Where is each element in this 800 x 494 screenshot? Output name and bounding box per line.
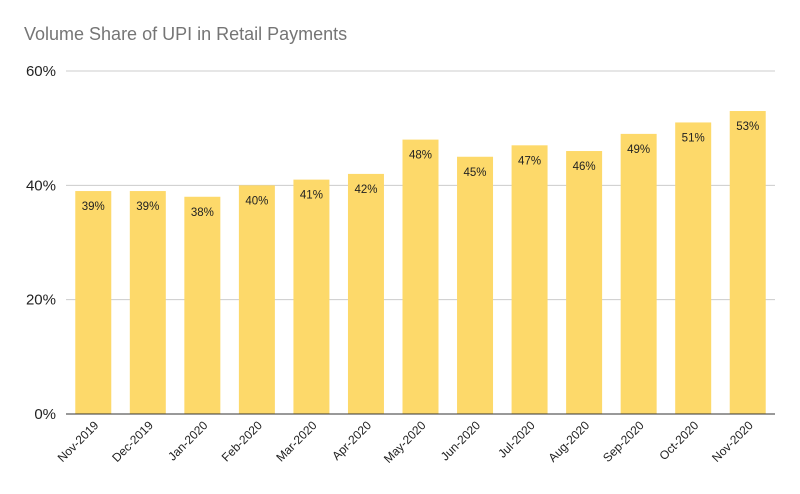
data-label: 47% <box>518 155 541 167</box>
x-tick-label: Jul-2020 <box>495 418 538 461</box>
data-label: 39% <box>136 201 159 213</box>
bar <box>75 191 112 414</box>
y-axis-tick-labels: 0% 20% 40% 60% <box>26 63 56 423</box>
bar <box>566 151 603 415</box>
bar <box>675 122 712 414</box>
data-label: 45% <box>464 167 487 179</box>
x-tick-label: Feb-2020 <box>219 418 265 464</box>
x-tick-label: Oct-2020 <box>657 418 702 463</box>
x-tick-label: Jun-2020 <box>438 418 484 464</box>
data-label: 40% <box>245 195 268 207</box>
bar <box>184 196 221 414</box>
bar <box>729 111 766 415</box>
x-tick-label: Sep-2020 <box>600 418 647 465</box>
y-tick-label: 20% <box>26 292 56 309</box>
bar <box>620 133 657 414</box>
x-tick-label: Jan-2020 <box>165 418 211 464</box>
bar <box>129 191 166 414</box>
y-tick-label: 40% <box>26 177 56 194</box>
x-tick-label: Mar-2020 <box>273 418 319 464</box>
x-tick-label: May-2020 <box>381 418 429 466</box>
data-label: 49% <box>627 144 650 156</box>
bar <box>511 145 548 415</box>
chart-title: Volume Share of UPI in Retail Payments <box>24 24 348 44</box>
bar <box>457 156 494 414</box>
bar <box>293 179 330 414</box>
data-label: 48% <box>409 150 432 162</box>
data-label: 41% <box>300 190 323 202</box>
bars <box>75 111 766 415</box>
x-tick-label: Nov-2020 <box>709 418 756 465</box>
x-axis-tick-labels: Nov-2019 Dec-2019 Jan-2020 Feb-2020 Mar-2020… <box>55 418 756 466</box>
data-label: 39% <box>82 201 105 213</box>
data-label: 38% <box>191 207 214 219</box>
x-tick-label: Dec-2019 <box>109 418 156 465</box>
data-label: 46% <box>573 161 596 173</box>
y-tick-label: 0% <box>34 406 56 423</box>
x-tick-label: Aug-2020 <box>546 418 593 465</box>
data-label: 42% <box>354 184 377 196</box>
bar <box>238 185 275 414</box>
data-labels: 39% 39% 38% 40% 41% 42% 48% 45% 47% 46% 49% 51% 53% <box>82 121 759 219</box>
data-label: 53% <box>736 121 759 133</box>
data-label: 51% <box>682 132 705 144</box>
x-tick-label: Nov-2019 <box>55 418 102 465</box>
bar <box>402 139 439 414</box>
y-tick-label: 60% <box>26 63 56 80</box>
bar <box>347 173 384 414</box>
x-tick-label: Apr-2020 <box>329 418 374 463</box>
